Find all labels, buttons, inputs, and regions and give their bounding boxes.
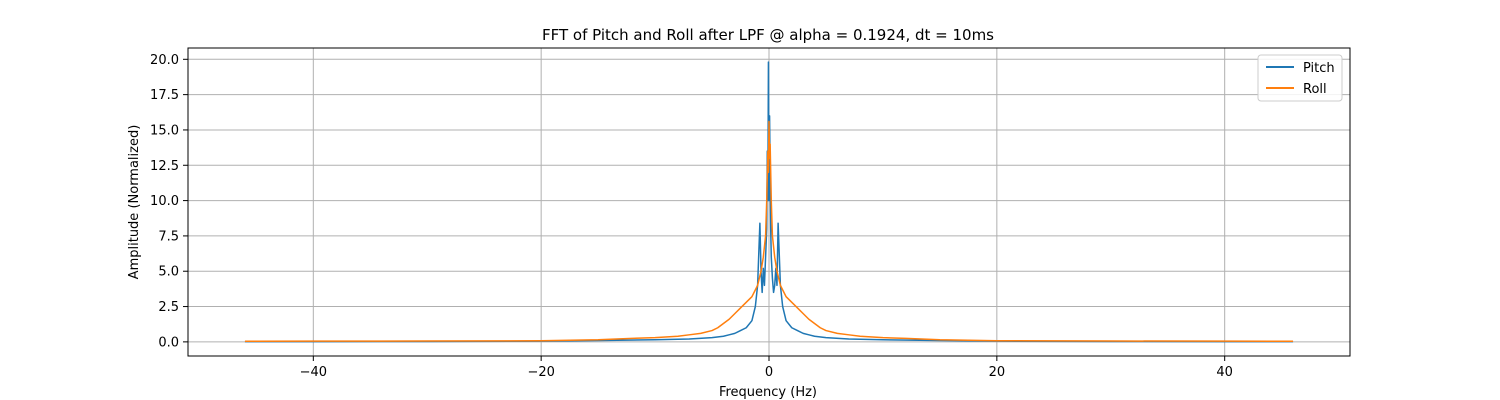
x-tick-label: −40 [300,365,327,380]
y-tick-label: 12.5 [150,159,179,174]
x-tick-label: 0 [765,365,773,380]
x-axis-ticks: −40 −20 0 20 40 [300,356,1233,380]
y-tick-label: 10.0 [150,194,179,209]
x-axis-label: Frequency (Hz) [719,385,817,400]
y-axis-label: Amplitude (Normalized) [127,125,142,280]
chart-title: FFT of Pitch and Roll after LPF @ alpha … [542,26,994,44]
x-tick-label: 20 [989,365,1006,380]
y-axis-ticks: 0.0 2.5 5.0 7.5 10.0 12.5 15.0 17.5 20.0 [150,53,188,350]
legend: Pitch Roll [1257,54,1343,102]
y-tick-label: 17.5 [150,88,179,103]
y-tick-label: 0.0 [158,335,179,350]
x-tick-label: 40 [1216,365,1233,380]
y-tick-label: 7.5 [158,229,179,244]
series-line-pitch [244,61,1294,343]
y-tick-label: 20.0 [150,53,179,68]
x-tick-label: −20 [527,365,554,380]
series-layer [244,61,1294,343]
series-line-roll [244,120,1294,343]
legend-label-roll: Roll [1303,82,1327,97]
y-tick-label: 2.5 [158,300,179,315]
y-tick-label: 5.0 [158,265,179,280]
legend-label-pitch: Pitch [1303,61,1335,76]
y-tick-label: 15.0 [150,123,179,138]
